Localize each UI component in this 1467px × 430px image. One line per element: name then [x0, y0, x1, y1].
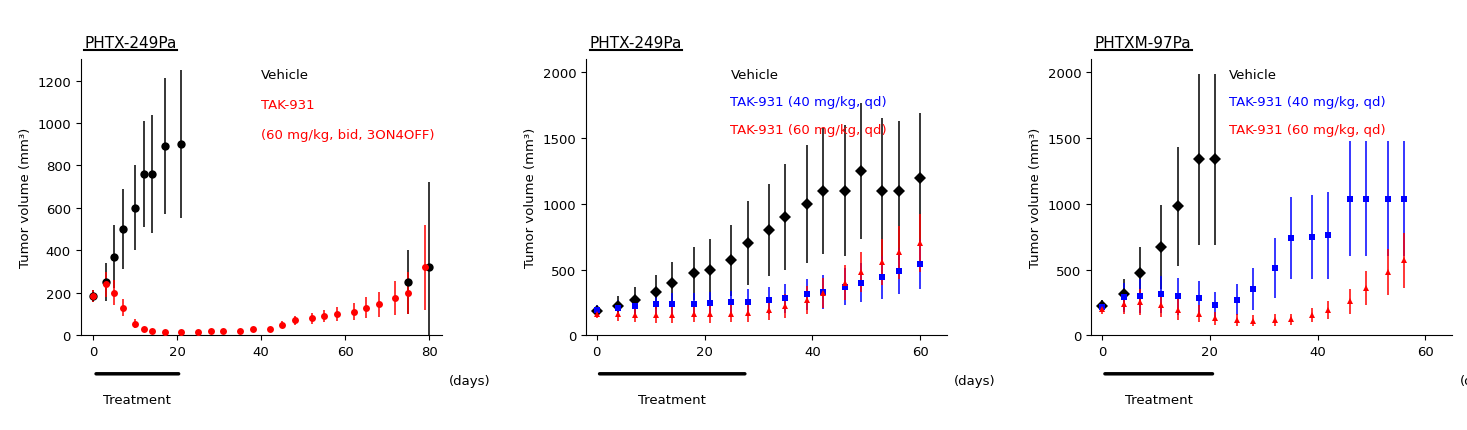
- Text: Vehicle: Vehicle: [731, 68, 779, 81]
- Text: (days): (days): [449, 374, 490, 387]
- Y-axis label: Tumor volume (mm³): Tumor volume (mm³): [524, 128, 537, 268]
- Text: TAK-931: TAK-931: [261, 99, 315, 112]
- Text: PHTX-249Pa: PHTX-249Pa: [84, 35, 176, 50]
- Text: Vehicle: Vehicle: [261, 68, 310, 81]
- Text: TAK-931 (40 mg/kg, qd): TAK-931 (40 mg/kg, qd): [731, 96, 888, 109]
- Text: Treatment: Treatment: [1125, 393, 1193, 406]
- Text: Treatment: Treatment: [638, 393, 706, 406]
- Text: (60 mg/kg, bid, 3ON4OFF): (60 mg/kg, bid, 3ON4OFF): [261, 129, 434, 142]
- Text: (days): (days): [954, 374, 996, 387]
- Text: Treatment: Treatment: [103, 393, 172, 406]
- Text: PHTX-249Pa: PHTX-249Pa: [590, 35, 682, 50]
- Text: TAK-931 (60 mg/kg, qd): TAK-931 (60 mg/kg, qd): [731, 123, 888, 136]
- Text: Vehicle: Vehicle: [1228, 68, 1276, 81]
- Text: TAK-931 (60 mg/kg, qd): TAK-931 (60 mg/kg, qd): [1228, 123, 1385, 136]
- Text: TAK-931 (40 mg/kg, qd): TAK-931 (40 mg/kg, qd): [1228, 96, 1385, 109]
- Y-axis label: Tumor volume (mm³): Tumor volume (mm³): [1030, 128, 1043, 268]
- Y-axis label: Tumor volume (mm³): Tumor volume (mm³): [19, 128, 32, 268]
- Text: PHTXM-97Pa: PHTXM-97Pa: [1094, 35, 1191, 50]
- Text: (days): (days): [1460, 374, 1467, 387]
